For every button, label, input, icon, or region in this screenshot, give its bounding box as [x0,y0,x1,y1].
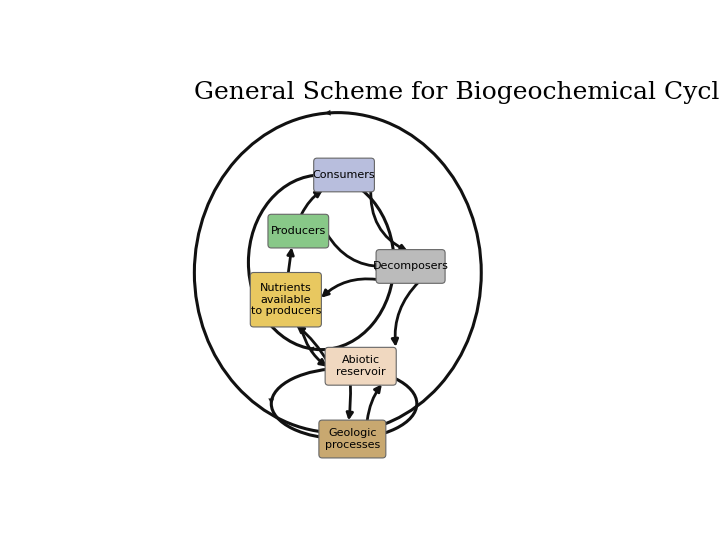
Text: Nutrients
available
to producers: Nutrients available to producers [251,283,321,316]
Text: Geologic
processes: Geologic processes [325,428,380,450]
Text: Abiotic
reservoir: Abiotic reservoir [336,355,385,377]
FancyBboxPatch shape [319,420,386,458]
Text: Decomposers: Decomposers [373,261,449,272]
FancyBboxPatch shape [314,158,374,192]
FancyBboxPatch shape [268,214,328,248]
Text: Producers: Producers [271,226,326,236]
FancyBboxPatch shape [251,273,321,327]
FancyBboxPatch shape [325,347,396,385]
FancyBboxPatch shape [376,249,445,284]
Text: General Scheme for Biogeochemical Cycles: General Scheme for Biogeochemical Cycles [194,82,720,104]
Text: Consumers: Consumers [312,170,375,180]
